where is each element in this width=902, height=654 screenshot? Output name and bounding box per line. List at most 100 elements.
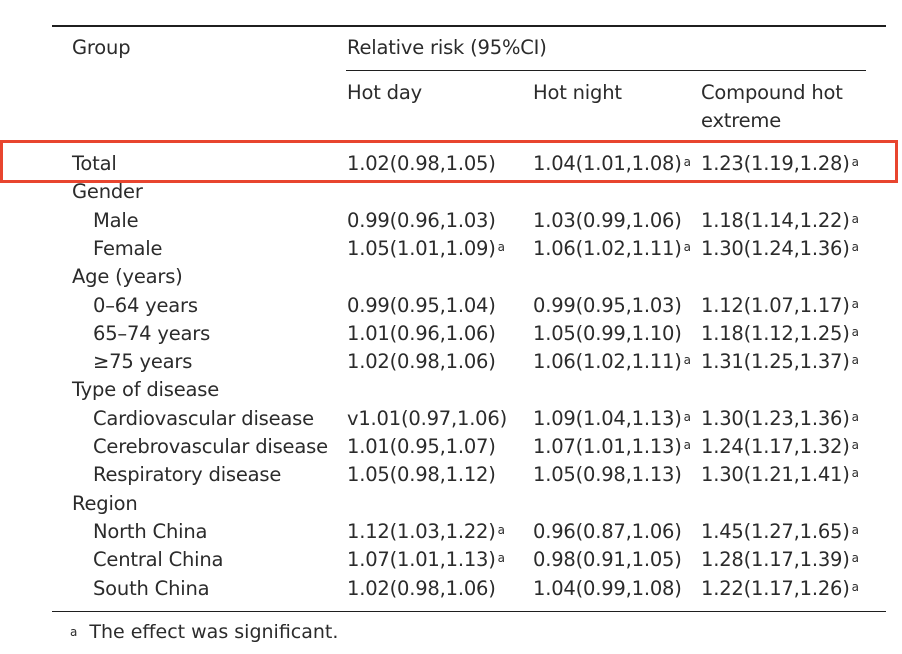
header-hot-night: Hot night (533, 81, 622, 104)
cell-compound: 1.28(1.17,1.39) a (701, 546, 859, 574)
significance-marker: a (851, 551, 859, 566)
cell-hot-night: 1.07(1.01,1.13) a (533, 433, 691, 461)
cell-compound-value: 1.18(1.14,1.22) (701, 208, 850, 232)
cell-compound-value: 1.18(1.12,1.25) (701, 321, 850, 345)
significance-marker: a (683, 353, 691, 368)
cell-hot-day: 1.07(1.01,1.13) a (347, 546, 505, 574)
cell-hot-night: 1.05(0.98,1.13) (533, 461, 682, 489)
cell-hot-night-value: 1.03(0.99,1.06) (533, 208, 682, 232)
row-label: North China (93, 518, 207, 546)
row-label: Central China (93, 546, 224, 574)
row-label: 0–64 years (93, 292, 198, 320)
cell-hot-day-value: 1.12(1.03,1.22) (347, 519, 496, 543)
header-compound-line2: extreme (701, 109, 782, 132)
cell-hot-night: 1.09(1.04,1.13) a (533, 405, 691, 433)
row-label: 65–74 years (93, 320, 210, 348)
section-label: Total (72, 150, 117, 178)
row-label: Male (93, 207, 139, 235)
cell-hot-night-value: 1.04(1.01,1.08) (533, 152, 682, 175)
cell-hot-day: 1.02(0.98,1.06) (347, 575, 496, 603)
header-compound-line1: Compound hot (701, 81, 843, 104)
cell-compound-value: 1.30(1.21,1.41) (701, 463, 850, 487)
significance-marker: a (851, 579, 859, 594)
section-label-value: Region (72, 491, 138, 515)
section-label: Gender (72, 178, 143, 206)
row-label-value: South China (93, 576, 210, 600)
cell-compound: 1.30(1.21,1.41) a (701, 461, 859, 489)
section-label: Region (72, 490, 138, 518)
cell-hot-night-value: 0.99(0.95,1.03) (533, 293, 682, 317)
row-label-value: Respiratory disease (93, 463, 282, 487)
cell-hot-day: 1.05(0.98,1.12) (347, 461, 496, 489)
cell-hot-day-value: 1.01(0.95,1.07) (347, 435, 496, 458)
cell-hot-day: 0.99(0.95,1.04) (347, 292, 496, 320)
cell-hot-day-value: 1.05(0.98,1.12) (347, 463, 496, 487)
cell-hot-day: v1.01(0.97,1.06) (347, 405, 507, 433)
cell-hot-day: 0.99(0.96,1.03) (347, 207, 496, 235)
significance-marker: a (497, 551, 505, 566)
significance-marker: a (683, 239, 691, 254)
row-label-value: Cerebrovascular disease (93, 435, 328, 458)
cell-hot-night: 1.04(0.99,1.08) (533, 575, 682, 603)
cell-hot-day-value: 1.02(0.98,1.05) (347, 152, 496, 175)
cell-compound-value: 1.28(1.17,1.39) (701, 548, 850, 572)
cell-compound: 1.12(1.07,1.17) a (701, 292, 859, 320)
row-label-value: North China (93, 519, 208, 543)
significance-marker: a (497, 239, 505, 254)
cell-compound-value: 1.12(1.07,1.17) (701, 293, 850, 317)
footnote-mark: a (70, 625, 78, 639)
cell-compound-value: 1.23(1.19,1.28) (701, 152, 850, 175)
cell-hot-day-value: 0.99(0.95,1.04) (347, 293, 496, 317)
cell-compound: 1.30(1.24,1.36) a (701, 235, 859, 263)
cell-hot-night: 1.04(1.01,1.08) a (533, 150, 691, 178)
row-label-value: 0–64 years (93, 293, 198, 317)
row-label-value: Male (93, 208, 139, 232)
cell-hot-day: 1.01(0.96,1.06) (347, 320, 496, 348)
cell-compound: 1.31(1.25,1.37) a (701, 348, 859, 376)
significance-marker: a (683, 409, 691, 424)
row-label-value: 65–74 years (93, 321, 211, 345)
row-label: ≥75 years (93, 348, 192, 376)
cell-hot-night: 0.99(0.95,1.03) (533, 292, 682, 320)
cell-hot-night-value: 0.98(0.91,1.05) (533, 548, 682, 572)
row-label-value: Cardiovascular disease (93, 406, 314, 430)
cell-hot-day: 1.12(1.03,1.22) a (347, 518, 505, 546)
cell-hot-night: 1.06(1.02,1.11) a (533, 235, 691, 263)
table-footnote: a The effect was significant. (70, 619, 338, 645)
significance-marker: a (851, 438, 859, 452)
significance-marker: a (683, 438, 691, 452)
footnote-text: The effect was significant. (89, 621, 339, 643)
cell-hot-day: 1.01(0.95,1.07) (347, 433, 496, 461)
significance-marker: a (851, 239, 859, 254)
cell-hot-night: 0.96(0.87,1.06) (533, 518, 682, 546)
cell-hot-night: 1.05(0.99,1.10) (533, 320, 682, 348)
cell-compound-value: 1.31(1.25,1.37) (701, 350, 850, 374)
cell-compound: 1.18(1.12,1.25) a (701, 320, 859, 348)
cell-compound: 1.18(1.14,1.22) a (701, 207, 859, 235)
cell-compound-value: 1.30(1.23,1.36) (701, 406, 850, 430)
cell-hot-night: 0.98(0.91,1.05) (533, 546, 682, 574)
cell-hot-night-value: 1.05(0.98,1.13) (533, 463, 682, 487)
significance-marker: a (497, 522, 505, 537)
header-hot-day: Hot day (347, 81, 422, 104)
row-label: South China (93, 575, 210, 603)
row-label-value: Central China (93, 548, 224, 572)
table-top-rule (52, 25, 886, 27)
cell-hot-day-value: 1.02(0.98,1.06) (347, 350, 496, 374)
cell-hot-day: 1.02(0.98,1.06) (347, 348, 496, 376)
cell-compound-value: 1.30(1.24,1.36) (701, 236, 850, 260)
cell-compound-value: 1.45(1.27,1.65) (701, 519, 850, 543)
total-row-highlight-box (0, 140, 898, 183)
cell-hot-night-value: 1.06(1.02,1.11) (533, 236, 682, 260)
significance-marker: a (851, 211, 859, 226)
cell-compound-value: 1.24(1.17,1.32) (701, 435, 850, 458)
cell-hot-night-value: 1.05(0.99,1.10) (533, 321, 682, 345)
significance-marker: a (851, 324, 859, 339)
cell-hot-day: 1.02(0.98,1.05) (347, 150, 496, 178)
cell-hot-day-value: 1.05(1.01,1.09) (347, 236, 496, 260)
section-label-value: Gender (72, 180, 143, 204)
cell-compound: 1.30(1.23,1.36) a (701, 405, 859, 433)
section-label-value: Type of disease (72, 378, 220, 402)
row-label-value: ≥75 years (93, 350, 193, 374)
cell-hot-night-value: 1.06(1.02,1.11) (533, 350, 682, 374)
